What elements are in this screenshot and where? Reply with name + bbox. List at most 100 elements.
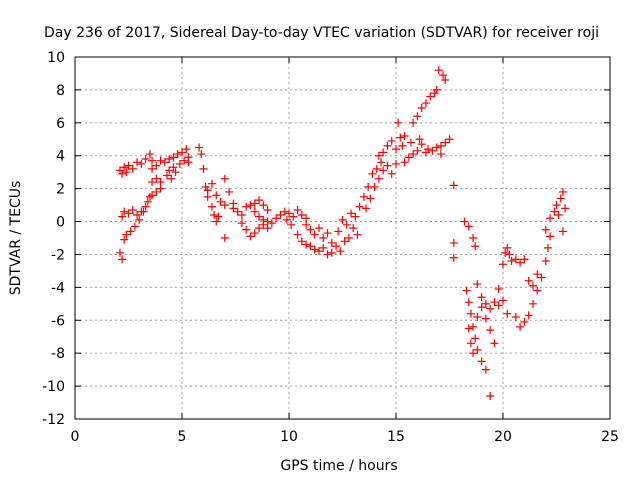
data-point (554, 210, 563, 219)
y-tick-label: 6 (56, 116, 65, 132)
data-point (556, 194, 565, 203)
data-point (156, 156, 165, 165)
data-point (347, 209, 356, 218)
data-point (216, 197, 225, 206)
data-point (520, 255, 529, 264)
data-point (413, 146, 422, 155)
data-point (137, 159, 146, 168)
data-point (169, 153, 178, 162)
data-point (120, 163, 129, 172)
data-point (289, 212, 298, 221)
data-point (141, 202, 150, 211)
data-point (135, 215, 144, 224)
data-point (152, 187, 161, 196)
data-point (558, 227, 567, 236)
data-point (379, 148, 388, 157)
data-point (314, 224, 323, 233)
data-point (203, 192, 212, 201)
data-point (175, 159, 184, 168)
data-point (486, 391, 495, 400)
data-point (428, 146, 437, 155)
data-point (499, 296, 507, 305)
data-point (528, 299, 537, 308)
y-tick-label: -4 (51, 280, 65, 296)
data-point (377, 158, 386, 167)
data-point (441, 138, 450, 147)
x-tick-label: 15 (387, 429, 405, 445)
data-point (115, 248, 124, 257)
data-point (323, 250, 332, 259)
data-point (374, 174, 383, 183)
y-tick-label: -10 (42, 379, 65, 395)
data-point (499, 260, 507, 269)
data-point (370, 182, 379, 191)
data-point (481, 365, 490, 374)
data-point (464, 298, 473, 307)
data-point (387, 169, 396, 178)
plot-frame (74, 56, 611, 420)
data-point (169, 163, 178, 172)
data-point (133, 158, 142, 167)
y-tick-label: 8 (56, 83, 65, 99)
data-point (342, 220, 351, 229)
data-point (195, 143, 204, 152)
data-point (511, 312, 520, 321)
data-point (464, 324, 473, 333)
data-point (490, 339, 499, 348)
data-point (173, 150, 182, 159)
x-tick-label: 10 (280, 429, 298, 445)
data-point (436, 141, 445, 150)
y-tick-label: -12 (42, 412, 65, 428)
data-point (145, 150, 154, 159)
data-point (237, 210, 246, 219)
data-point (165, 155, 174, 164)
data-point (516, 258, 525, 267)
y-tick-label: -6 (51, 313, 65, 329)
data-point (156, 178, 165, 187)
data-point (212, 217, 221, 226)
data-point (374, 151, 383, 160)
data-point (128, 164, 137, 173)
x-axis-ticks: 0 5 10 15 20 25 (71, 57, 619, 445)
data-point (263, 217, 272, 226)
data-point (120, 235, 129, 244)
data-point (558, 187, 567, 196)
data-point (481, 314, 490, 323)
data-point (118, 169, 127, 178)
data-point (524, 311, 533, 320)
data-point (242, 202, 251, 211)
data-point (490, 298, 499, 307)
data-point (242, 225, 251, 234)
data-point (276, 210, 285, 219)
data-point (272, 214, 281, 223)
data-point (552, 201, 561, 210)
data-point (334, 227, 343, 236)
data-point (314, 247, 323, 256)
data-point (424, 145, 433, 154)
data-point (126, 227, 135, 236)
data-point (148, 178, 157, 187)
data-point (524, 276, 533, 285)
data-point (280, 207, 289, 216)
data-point (421, 99, 430, 108)
data-point (220, 234, 229, 242)
chart-title: Day 236 of 2017, Sidereal Day-to-day VTE… (44, 25, 599, 41)
data-point (439, 71, 448, 80)
data-point (379, 166, 388, 175)
data-point (302, 220, 311, 229)
data-point (546, 232, 555, 241)
data-point (434, 66, 443, 75)
data-point (255, 224, 264, 233)
data-point (469, 349, 478, 358)
data-point (336, 247, 345, 256)
data-point (182, 145, 191, 154)
data-point (477, 303, 486, 312)
data-point (207, 202, 216, 211)
data-point (332, 242, 341, 251)
data-point (537, 273, 546, 282)
data-point (133, 210, 142, 219)
data-point (178, 148, 186, 157)
data-point (267, 219, 276, 228)
data-point (220, 201, 229, 210)
